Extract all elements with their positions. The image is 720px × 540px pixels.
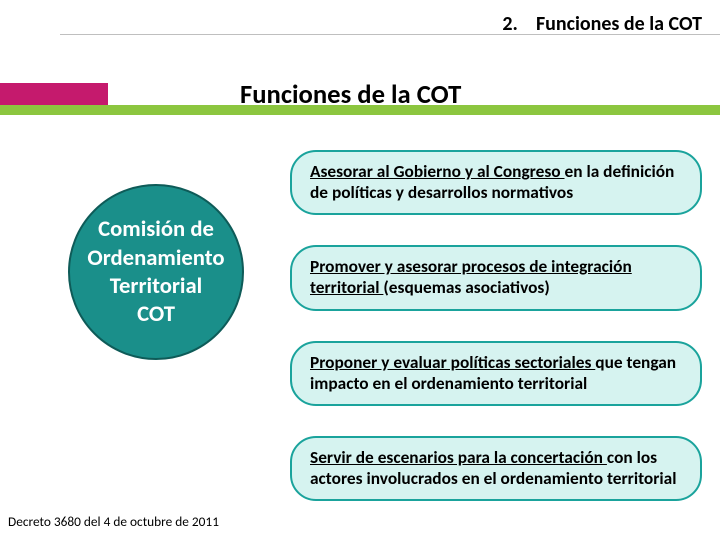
function-box: Servir de escenarios para la concertació… — [290, 436, 702, 501]
function-underlined: Asesorar al Gobierno y al Congreso — [310, 160, 565, 182]
circle-line-3: Territorial — [110, 272, 203, 300]
footer-citation: Decreto 3680 del 4 de octubre de 2011 — [8, 513, 219, 530]
box-shadow — [298, 305, 694, 315]
header-breadcrumb: 2. Funciones de la COT — [502, 12, 702, 36]
function-box: Asesorar al Gobierno y al Congreso en la… — [290, 150, 702, 215]
page-title: Funciones de la COT — [240, 79, 461, 111]
cot-circle: Comisión de Ordenamiento Territorial COT — [68, 184, 244, 360]
box-shadow — [298, 400, 694, 410]
circle-line-4: COT — [137, 300, 175, 328]
function-rest: (esquemas asociativos) — [383, 276, 549, 298]
function-box: Proponer y evaluar políticas sectoriales… — [290, 341, 702, 406]
function-boxes: Asesorar al Gobierno y al Congreso en la… — [290, 150, 702, 501]
header-underline — [60, 34, 720, 35]
header-number: 2. — [502, 12, 517, 36]
circle-line-1: Comisión de — [98, 215, 214, 243]
header-title: Funciones de la COT — [536, 12, 702, 36]
circle-line-2: Ordenamiento — [87, 244, 224, 272]
function-underlined: Proponer y evaluar políticas sectoriales — [310, 351, 595, 373]
slide: 2. Funciones de la COT Funciones de la C… — [0, 0, 720, 540]
function-box: Promover y asesorar procesos de integrac… — [290, 245, 702, 310]
function-underlined: Servir de escenarios para la concertació… — [310, 446, 607, 468]
title-accent-bar — [0, 83, 108, 105]
title-row: Funciones de la COT — [0, 79, 720, 115]
box-shadow — [298, 209, 694, 219]
box-shadow — [298, 495, 694, 505]
